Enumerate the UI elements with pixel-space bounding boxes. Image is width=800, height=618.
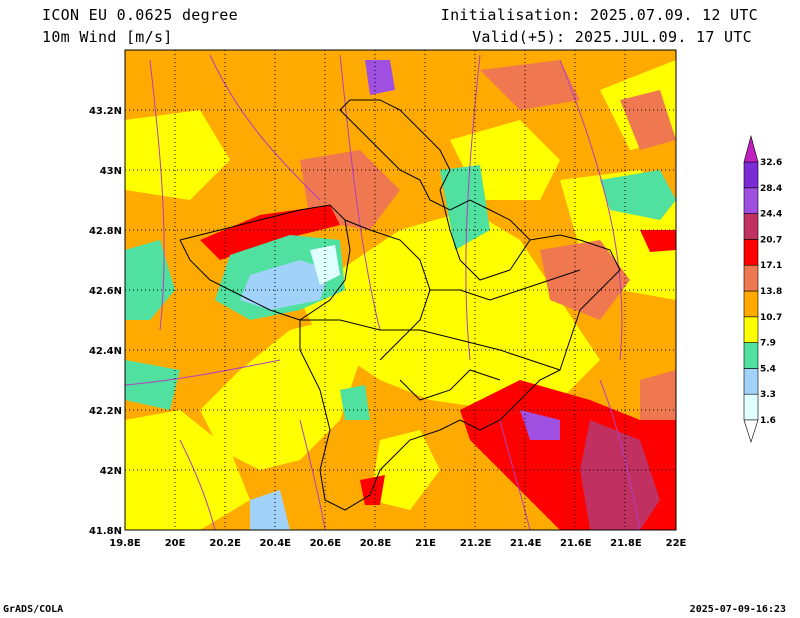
variable-title: 10m Wind [m/s] bbox=[42, 28, 173, 46]
colorbar-segment bbox=[743, 161, 759, 189]
colorbar-segment bbox=[743, 187, 759, 214]
model-title: ICON EU 0.0625 degree bbox=[42, 6, 238, 24]
valid-time: Valid(+5): 2025.JUL.09. 17 UTC bbox=[472, 28, 752, 46]
colorbar-label: 10.7 bbox=[760, 313, 782, 323]
colorbar-label: 20.7 bbox=[760, 235, 782, 245]
init-time: Initialisation: 2025.07.09. 12 UTC bbox=[440, 6, 758, 24]
colorbar-segment bbox=[743, 239, 759, 266]
lon-tick-label: 21E bbox=[415, 538, 436, 549]
colorbar-segment bbox=[743, 342, 759, 369]
lat-axis: 41.8N 42N 42.2N 42.4N 42.6N 42.8N 43N 43.2N bbox=[89, 106, 122, 537]
lon-tick-label: 21.4E bbox=[510, 538, 542, 549]
colorbar-label: 17.1 bbox=[760, 261, 782, 271]
lat-tick-label: 42.4N bbox=[89, 346, 122, 357]
lat-tick-label: 42.2N bbox=[89, 406, 122, 417]
colorbar-segment bbox=[743, 393, 759, 421]
colorbar-segment bbox=[743, 213, 759, 240]
lon-tick-label: 20.2E bbox=[209, 538, 241, 549]
colorbar-label: 3.3 bbox=[760, 390, 776, 400]
lon-tick-label: 20.8E bbox=[360, 538, 392, 549]
lat-tick-label: 41.8N bbox=[89, 526, 122, 537]
colorbar-min-arrow bbox=[743, 419, 759, 443]
colorbar-segment bbox=[743, 316, 759, 343]
lon-axis: 19.8E 20E 20.2E 20.4E 20.6E 20.8E 21E 21.2E 21.4… bbox=[109, 538, 686, 549]
colorbar: 1.6 3.3 5.4 7.9 10.7 13.8 17.1 20.7 24.4 28.4 32.6 bbox=[743, 134, 782, 443]
lat-tick-label: 43.2N bbox=[89, 106, 122, 117]
lat-tick-label: 42N bbox=[100, 466, 122, 477]
colorbar-label: 7.9 bbox=[760, 339, 776, 349]
colorbar-label: 5.4 bbox=[760, 364, 776, 374]
lon-tick-label: 20E bbox=[165, 538, 186, 549]
lat-tick-label: 42.6N bbox=[89, 286, 122, 297]
footer-software: GrADS/COLA bbox=[3, 604, 64, 615]
footer-timestamp: 2025-07-09-16:23 bbox=[689, 604, 786, 615]
lon-tick-label: 19.8E bbox=[109, 538, 141, 549]
lat-lon-grid bbox=[125, 50, 676, 530]
colorbar-label: 13.8 bbox=[760, 287, 782, 297]
lon-tick-label: 20.4E bbox=[260, 538, 292, 549]
colorbar-max-arrow bbox=[743, 134, 759, 163]
lon-tick-label: 21.2E bbox=[460, 538, 492, 549]
lat-tick-label: 42.8N bbox=[89, 226, 122, 237]
colorbar-segment bbox=[743, 290, 759, 318]
colorbar-segment bbox=[743, 264, 759, 292]
colorbar-label: 24.4 bbox=[760, 210, 782, 220]
lon-tick-label: 21.6E bbox=[560, 538, 592, 549]
lon-tick-label: 20.6E bbox=[310, 538, 342, 549]
lon-tick-label: 21.8E bbox=[610, 538, 642, 549]
lat-tick-label: 43N bbox=[100, 166, 122, 177]
colorbar-label: 28.4 bbox=[760, 184, 782, 194]
map-frame bbox=[124, 49, 677, 531]
colorbar-segment bbox=[743, 368, 759, 395]
colorbar-label: 32.6 bbox=[760, 158, 782, 168]
lon-tick-label: 22E bbox=[666, 538, 687, 549]
colorbar-label: 1.6 bbox=[760, 416, 776, 426]
